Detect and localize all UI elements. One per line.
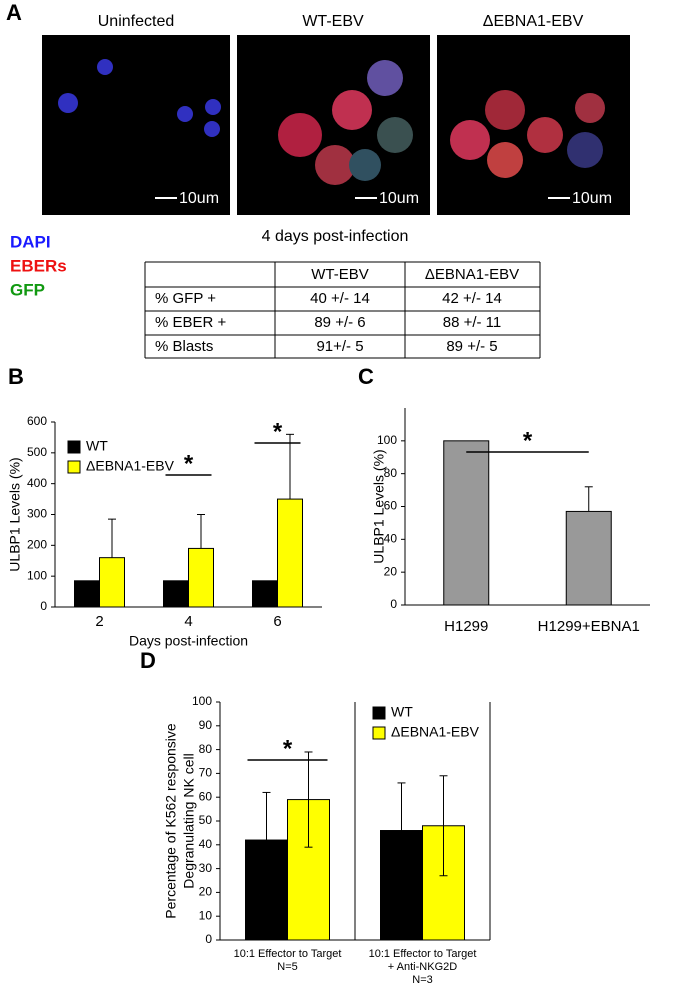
bar [565, 510, 612, 606]
y-tick-label: 500 [27, 445, 47, 459]
image-title: Uninfected [98, 13, 175, 30]
y-tick-label: 10 [199, 908, 213, 922]
table-cell: 89 +/- 6 [314, 314, 365, 331]
image-title: WT-EBV [302, 13, 364, 30]
x-tick-label: H1299+EBNA1 [538, 618, 640, 635]
stain-label: GFP [10, 280, 45, 299]
error-bar [584, 486, 593, 512]
legend-swatch [372, 726, 386, 740]
x-tick-label: N=3 [412, 974, 433, 986]
x-tick-label: H1299 [444, 618, 488, 635]
legend-label: ΔEBNA1-EBV [86, 458, 175, 474]
error-bar [262, 791, 271, 889]
stain-label: DAPI [10, 232, 51, 251]
bar [252, 580, 278, 608]
significance-star: * [184, 450, 194, 477]
y-tick-label: 600 [27, 414, 47, 428]
x-tick-label: N=5 [277, 961, 298, 973]
x-tick-label: 6 [273, 613, 281, 630]
image-title: ΔEBNA1-EBV [483, 13, 584, 30]
significance-star: * [283, 735, 293, 762]
error-bar [439, 775, 448, 877]
table-cell: % Blasts [155, 338, 213, 355]
y-tick-label: 80 [199, 742, 213, 756]
y-tick-label: 70 [199, 766, 213, 780]
table-cell: 40 +/- 14 [310, 290, 370, 307]
y-tick-label: 100 [192, 694, 212, 708]
bar [443, 440, 490, 606]
x-tick-label: 4 [184, 613, 192, 630]
legend-swatch [372, 706, 386, 720]
y-tick-label: 40 [199, 837, 213, 851]
y-tick-label: 80 [384, 466, 398, 480]
significance-star: * [273, 418, 283, 445]
bar [163, 580, 189, 608]
x-axis-label: Days post-infection [129, 633, 248, 649]
y-tick-label: 0 [40, 599, 47, 613]
bar [74, 580, 100, 608]
bar [188, 547, 214, 608]
legend-label: WT [391, 704, 413, 720]
stain-label: EBERs [10, 256, 67, 275]
micrograph [42, 35, 230, 215]
y-tick-label: 100 [377, 433, 397, 447]
panel-label: C [358, 364, 374, 389]
y-axis-label: Degranulating NK cell [181, 753, 197, 888]
table-cell: % EBER + [155, 314, 227, 331]
y-axis-label: ULBP1 Levels (%) [371, 449, 387, 563]
table-cell: 91+/- 5 [316, 338, 363, 355]
legend-label: ΔEBNA1-EBV [391, 724, 480, 740]
significance-star: * [523, 427, 533, 454]
panel-label: B [8, 364, 24, 389]
legend-swatch [67, 460, 81, 474]
y-tick-label: 90 [199, 718, 213, 732]
y-tick-label: 400 [27, 476, 47, 490]
table-cell: 42 +/- 14 [442, 290, 502, 307]
x-tick-label: 2 [95, 613, 103, 630]
y-tick-label: 300 [27, 507, 47, 521]
panel-label: D [140, 648, 156, 673]
y-tick-label: 100 [27, 568, 47, 582]
error-bar [397, 782, 406, 879]
y-tick-label: 60 [384, 499, 398, 513]
table-cell: % GFP + [155, 290, 216, 307]
y-tick-label: 200 [27, 538, 47, 552]
y-axis-label: ULBP1 Levels (%) [7, 457, 23, 571]
x-tick-label: + Anti-NKG2D [388, 961, 457, 973]
x-tick-label: 10:1 Effector to Target [234, 948, 342, 960]
error-bar [108, 518, 116, 558]
y-tick-label: 40 [384, 532, 398, 546]
scale-bar-label: 10um [572, 190, 612, 207]
x-tick-label: 10:1 Effector to Target [369, 948, 477, 960]
y-tick-label: 20 [384, 564, 398, 578]
y-tick-label: 30 [199, 861, 213, 875]
scale-bar-label: 10um [179, 190, 219, 207]
scale-bar-label: 10um [379, 190, 419, 207]
error-bar [304, 751, 313, 848]
table-header: ΔEBNA1-EBV [425, 266, 519, 283]
error-bar [197, 514, 205, 549]
bar [99, 557, 125, 608]
error-bar [286, 433, 294, 500]
y-tick-label: 20 [199, 885, 213, 899]
bar [277, 498, 303, 608]
legend-swatch [67, 440, 81, 454]
y-tick-label: 0 [390, 597, 397, 611]
y-tick-label: 50 [199, 813, 213, 827]
y-axis-label: Percentage of K562 responsive [163, 723, 179, 919]
caption: 4 days post-infection [262, 228, 409, 245]
table-header: WT-EBV [311, 266, 369, 283]
table-cell: 89 +/- 5 [446, 338, 497, 355]
table-cell: 88 +/- 11 [443, 314, 502, 331]
panel-label: A [6, 0, 22, 25]
y-tick-label: 60 [199, 789, 213, 803]
legend-label: WT [86, 438, 108, 454]
cells [58, 59, 605, 185]
y-tick-label: 0 [205, 932, 212, 946]
